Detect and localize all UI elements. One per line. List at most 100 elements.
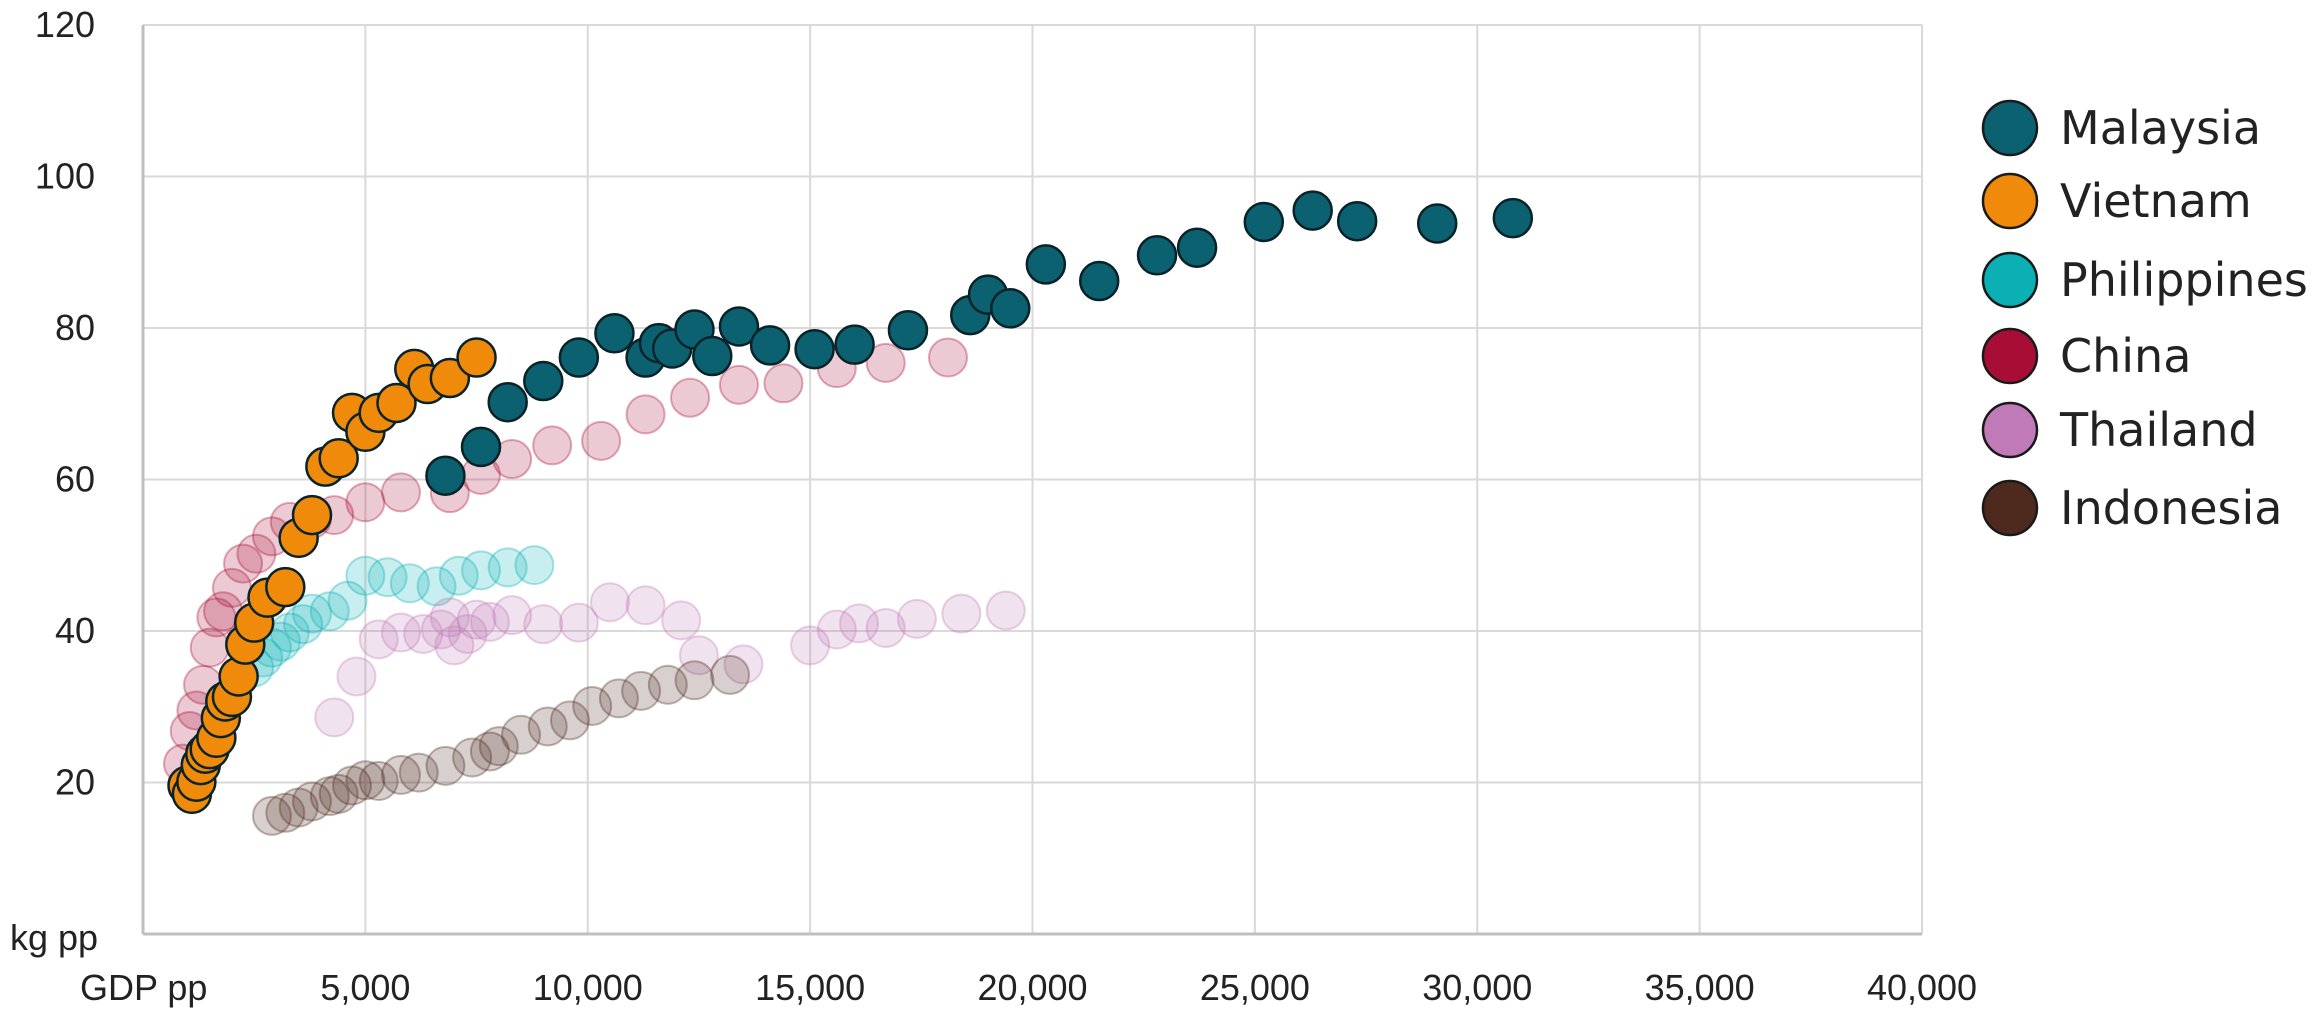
tick-labels: 5,000 10,000 15,000 20,000 25,000 30,000 35,00… <box>35 4 1977 1008</box>
philippines-point <box>327 580 368 621</box>
x-tick-label: 5,000 <box>320 967 410 1008</box>
thailand-point <box>523 604 564 645</box>
philippines-point <box>487 547 528 588</box>
malaysia-point <box>487 381 528 423</box>
philippines-point <box>309 591 350 632</box>
thailand-point <box>625 585 666 626</box>
china-point <box>670 377 711 418</box>
philippines-point <box>438 555 479 596</box>
malaysia-legend-marker <box>1981 99 2039 157</box>
malaysia-point <box>1176 227 1218 268</box>
indonesia-point <box>425 745 466 786</box>
thailand-point <box>434 625 475 666</box>
thailand-legend-marker <box>1981 401 2039 459</box>
x-tick-label: 20,000 <box>977 967 1087 1008</box>
indonesia-point <box>251 795 292 836</box>
y-tick-label: 40 <box>55 610 95 651</box>
malaysia-point <box>460 426 502 468</box>
thailand-point <box>380 612 421 653</box>
thailand-point <box>589 582 630 623</box>
indonesia-point <box>292 781 333 822</box>
thailand-point <box>865 607 906 648</box>
thailand-point <box>456 599 497 640</box>
axes <box>141 25 1922 936</box>
x-tick-label: 25,000 <box>1200 967 1310 1008</box>
indonesia-point <box>647 664 688 705</box>
indonesia-point <box>345 760 386 801</box>
malaysia-point <box>887 310 929 351</box>
malaysia-point <box>425 455 466 496</box>
malaysia-point <box>523 360 564 402</box>
philippines-point <box>461 550 502 591</box>
thailand-point <box>941 593 982 634</box>
indonesia-point <box>265 792 306 833</box>
philippines-legend-label: Philippines <box>2060 253 2308 307</box>
indonesia-point <box>309 776 350 817</box>
china-point <box>865 342 906 383</box>
vietnam-point <box>429 357 471 399</box>
vietnam-point <box>291 494 333 536</box>
china-point <box>223 543 264 584</box>
x-axis-label: GDP pp <box>80 967 207 1008</box>
malaysia-point <box>1025 244 1067 285</box>
indonesia-point <box>527 706 568 747</box>
indonesia-legend-marker <box>1981 479 2039 537</box>
x-tick-label: 35,000 <box>1645 967 1755 1008</box>
indonesia-point <box>398 752 439 793</box>
indonesia-point <box>332 765 373 806</box>
vietnam-legend-marker <box>1981 172 2039 230</box>
vietnam-point <box>318 438 359 479</box>
china-point <box>625 394 666 435</box>
china-point <box>345 482 386 523</box>
malaysia-point <box>594 313 635 354</box>
philippines-point <box>367 557 408 598</box>
vietnam-point <box>265 566 306 608</box>
indonesia-point <box>452 737 493 778</box>
malaysia-point <box>718 306 760 347</box>
philippines-point <box>283 604 324 645</box>
thailand-point <box>723 644 764 685</box>
philippines-legend-marker <box>1981 251 2039 309</box>
philippines-point <box>292 593 333 634</box>
indonesia-point <box>598 678 639 719</box>
indonesia-point <box>278 787 319 828</box>
thailand-point <box>790 625 831 666</box>
malaysia-point <box>794 328 835 370</box>
y-tick-label: 20 <box>55 762 95 803</box>
china-legend-label: China <box>2060 329 2191 383</box>
thailand-point <box>985 590 1026 631</box>
china-point <box>718 364 759 405</box>
malaysia-point <box>1243 201 1285 243</box>
thailand-point <box>447 614 488 655</box>
thailand-point <box>896 598 937 639</box>
x-tick-label: 30,000 <box>1422 967 1532 1008</box>
malaysia-point <box>1292 190 1333 231</box>
china-point <box>927 337 968 378</box>
thailand-point <box>816 609 857 650</box>
y-tick-label: 120 <box>35 4 95 45</box>
thailand-point <box>558 602 599 643</box>
indonesia-point <box>501 714 542 755</box>
x-tick-label: 40,000 <box>1867 967 1977 1008</box>
indonesia-point <box>358 760 399 801</box>
china-point <box>380 472 421 513</box>
indonesia-point <box>380 754 421 795</box>
malaysia-point <box>692 335 733 377</box>
china-legend-marker <box>1981 327 2039 385</box>
thailand-legend-label: Thailand <box>2059 403 2258 457</box>
legend: Malaysia Vietnam Philippines China Thailand I… <box>1981 99 2308 537</box>
indonesia-point <box>674 660 715 701</box>
thailand-point <box>420 609 461 650</box>
philippines-point <box>416 566 457 607</box>
malaysia-point <box>558 337 600 378</box>
malaysia-point <box>990 288 1031 329</box>
china-point <box>763 363 804 404</box>
indonesia-point <box>469 731 510 772</box>
philippines-point <box>345 555 386 596</box>
indonesia-point <box>621 670 662 711</box>
thailand-point <box>661 600 702 641</box>
philippines-point <box>389 563 430 604</box>
indonesia-legend-label: Indonesia <box>2060 481 2282 535</box>
y-tick-label: 80 <box>55 307 95 348</box>
